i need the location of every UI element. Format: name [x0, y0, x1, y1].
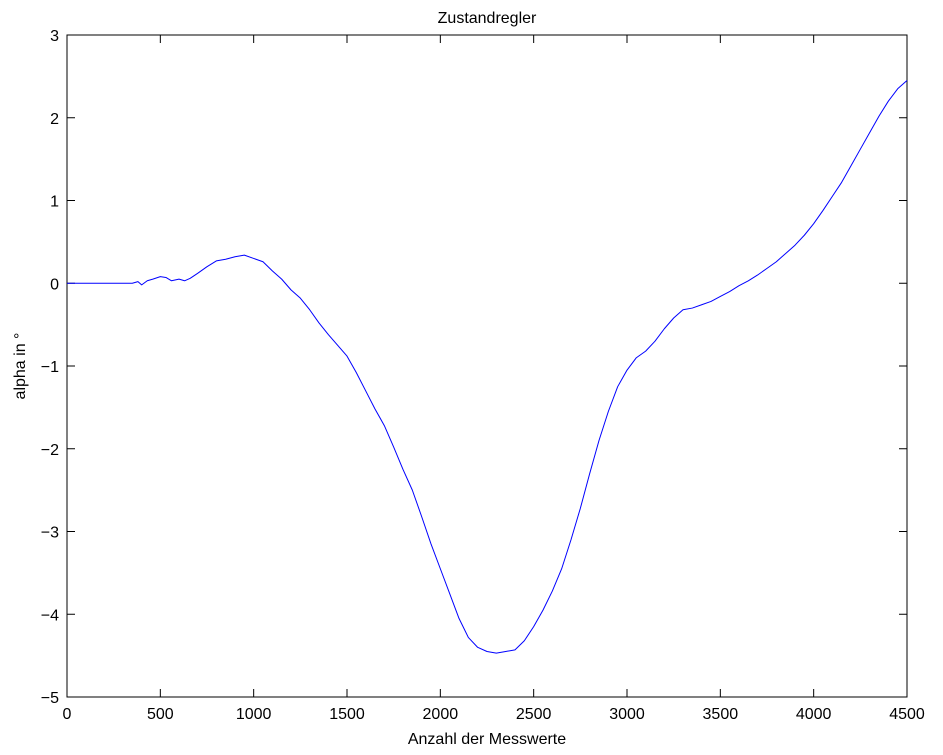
x-tick-label: 0: [63, 706, 72, 723]
x-tick-label: 1500: [329, 706, 365, 723]
y-tick-label: −5: [41, 690, 59, 707]
y-tick-label: 0: [50, 276, 59, 293]
x-tick-label: 4500: [889, 706, 925, 723]
x-tick-label: 1000: [236, 706, 272, 723]
x-tick-label: 3500: [703, 706, 739, 723]
axis-tick-labels: 0 500 1000 1500 2000 2500 3000 3500 4000 4500 3 2 1 0…: [41, 28, 925, 723]
x-tick-label: 3000: [609, 706, 645, 723]
y-tick-label: −2: [41, 442, 59, 459]
plot-frame: [66, 34, 908, 698]
series-line: [67, 80, 908, 654]
y-tick-label: 2: [50, 111, 59, 128]
y-tick-label: 1: [50, 194, 59, 211]
x-tick-label: 2500: [516, 706, 552, 723]
series-layer: [67, 80, 908, 654]
x-tick-label: 4000: [796, 706, 832, 723]
y-tick-label: −4: [41, 607, 59, 624]
axis-ticks: [66, 34, 908, 698]
y-axis-label: alpha in °: [12, 333, 29, 400]
x-tick-label: 500: [147, 706, 174, 723]
y-tick-label: −1: [41, 359, 59, 376]
plot-area: 0 500 1000 1500 2000 2500 3000 3500 4000 4500 3 2 1 0…: [41, 28, 925, 723]
y-tick-label: −3: [41, 525, 59, 542]
x-axis-label: Anzahl der Messwerte: [408, 731, 566, 748]
chart-title: Zustandregler: [438, 10, 537, 27]
y-tick-label: 3: [50, 28, 59, 45]
x-tick-label: 2000: [423, 706, 459, 723]
